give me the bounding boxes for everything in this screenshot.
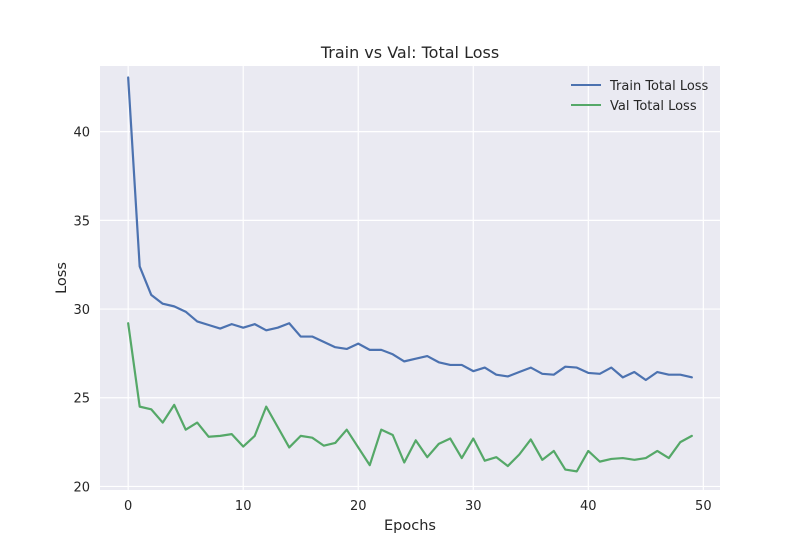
chart-title: Train vs Val: Total Loss xyxy=(320,43,499,62)
plot-background xyxy=(100,66,720,490)
x-tick-label: 0 xyxy=(124,499,132,514)
legend-label-val: Val Total Loss xyxy=(610,99,697,114)
grid-lines xyxy=(100,66,720,490)
y-tick-label: 25 xyxy=(73,392,90,407)
x-tick-label: 30 xyxy=(465,499,482,514)
y-tick-label: 30 xyxy=(73,303,90,318)
series-lines xyxy=(127,76,693,473)
x-tick-label: 10 xyxy=(235,499,252,514)
x-tick-label: 40 xyxy=(580,499,597,514)
x-tick-label: 20 xyxy=(350,499,367,514)
y-tick-label: 35 xyxy=(73,214,90,229)
series-line-val xyxy=(127,322,693,473)
legend: Train Total Loss Val Total Loss xyxy=(571,79,709,114)
x-axis-label: Epochs xyxy=(384,518,436,534)
series-line-train xyxy=(127,76,693,382)
y-tick-label: 20 xyxy=(73,480,90,495)
legend-label-train: Train Total Loss xyxy=(609,79,709,94)
y-tick-label: 40 xyxy=(73,126,90,141)
y-axis-label: Loss xyxy=(54,262,70,294)
tick-labels: 0 10 20 30 40 50 20 25 30 35 40 xyxy=(73,126,711,514)
x-tick-label: 50 xyxy=(695,499,712,514)
